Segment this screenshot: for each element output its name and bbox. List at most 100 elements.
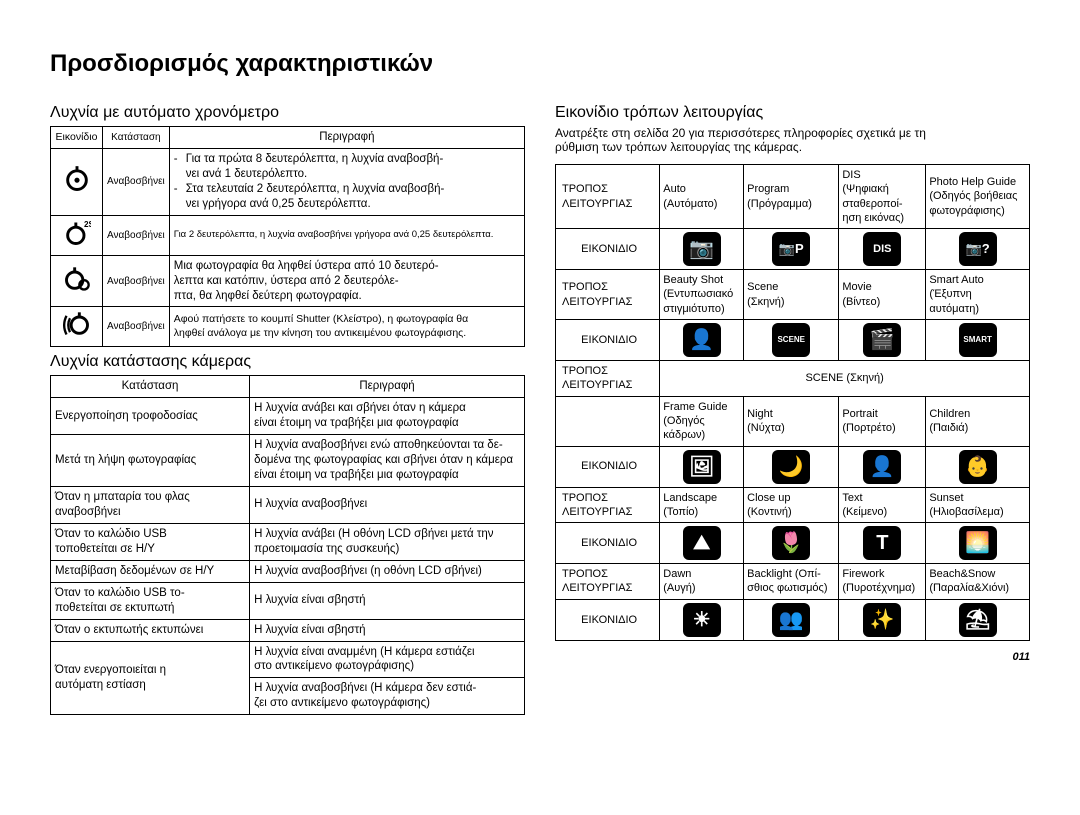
mode-cell: Smart Auto(Έξυπνηαυτόματη) xyxy=(926,270,1030,320)
mode-cell: Photo Help Guide(Οδηγός βοήθειαςφωτογράφ… xyxy=(926,165,1030,229)
table-row: Ενεργοποίηση τροφοδοσίας Η λυχνία ανάβει… xyxy=(51,398,525,435)
mode-icon-cell: 🖼 xyxy=(660,446,744,487)
timer-icon: 2S xyxy=(51,215,103,255)
mode-cell: Beauty Shot(Εντυπωσιακόστιγμιότυπο) xyxy=(660,270,744,320)
closeup-icon: 🌷 xyxy=(772,526,810,560)
page-title: Προσδιορισμός χαρακτηριστικών xyxy=(50,50,1030,78)
mode-cell: Portrait(Πορτρέτο) xyxy=(839,396,926,446)
cell-desc: Η λυχνία αναβοσβήνει (Η κάμερα δεν εστιά… xyxy=(250,678,525,715)
row-label: ΤΡΟΠΟΣΛΕΙΤΟΥΡΓΙΑΣ xyxy=(556,487,660,523)
status-heading: Λυχνία κατάστασης κάμερας xyxy=(50,353,525,371)
backlight-icon: 👥 xyxy=(772,603,810,637)
mode-cell: Dawn(Αυγή) xyxy=(660,564,744,600)
mode-cell: Landscape(Τοπίο) xyxy=(660,487,744,523)
mode-icon-cell: 📷? xyxy=(926,229,1030,270)
mode-icon-row: ΕΙΚΟΝΙΔΙΟ 👤 SCENE 🎬 SMART xyxy=(556,320,1030,361)
mode-icon-cell: 🎬 xyxy=(839,320,926,361)
timer-icon xyxy=(51,255,103,307)
mode-icon-row: ΕΙΚΟΝΙΔΙΟ 🖼 🌙 👤 👶 xyxy=(556,446,1030,487)
cell-state: Όταν το καλώδιο USB το-ποθετείται σε εκτ… xyxy=(51,582,250,619)
mode-cell: Movie(Βίντεο) xyxy=(839,270,926,320)
mode-icon-cell: 🌙 xyxy=(744,446,839,487)
row-label: ΕΙΚΟΝΙΔΙΟ xyxy=(556,229,660,270)
row-label: ΤΡΟΠΟΣΛΕΙΤΟΥΡΓΙΑΣ xyxy=(556,361,660,397)
cell-state: Όταν η μπαταρία του φλας αναβοσβήνει xyxy=(51,487,250,524)
timer-table: Εικονίδιο Κατάσταση Περιγραφή Αναβοσβήνε… xyxy=(50,126,525,347)
cell-desc: Η λυχνία ανάβει (Η οθόνη LCD σβήνει μετά… xyxy=(250,523,525,560)
cell-desc: Η λυχνία αναβοσβήνει xyxy=(250,487,525,524)
mode-cell: Sunset(Ηλιοβασίλεμα) xyxy=(926,487,1030,523)
mode-cell: Program(Πρόγραμμα) xyxy=(744,165,839,229)
timer-desc: -Για τα πρώτα 8 δευτερόλεπτα, η λυχνία α… xyxy=(169,148,524,215)
mode-icon-row: ΕΙΚΟΝΙΔΙΟ 📷 📷P DIS 📷? xyxy=(556,229,1030,270)
th-icon: Εικονίδιο xyxy=(51,127,103,149)
table-row: Όταν ο εκτυπωτής εκτυπώνει Η λυχνία είνα… xyxy=(51,619,525,641)
mode-icon-cell: 🌅 xyxy=(926,523,1030,564)
mode-icon-cell: SMART xyxy=(926,320,1030,361)
mode-icon-cell: 👤 xyxy=(839,446,926,487)
cell-state: Όταν το καλώδιο USBτοποθετείται σε Η/Υ xyxy=(51,523,250,560)
modes-heading: Εικονίδιο τρόπων λειτουργίας xyxy=(555,104,1030,122)
blank xyxy=(556,396,660,446)
row-label: ΤΡΟΠΟΣΛΕΙΤΟΥΡΓΙΑΣ xyxy=(556,564,660,600)
two-column-layout: Λυχνία με αυτόματο χρονόμετρο Εικονίδιο … xyxy=(50,98,1030,715)
th-state: Κατάσταση xyxy=(51,376,250,398)
camera-icon: 📷 xyxy=(683,232,721,266)
status-header-row: Κατάσταση Περιγραφή xyxy=(51,376,525,398)
timer-header-row: Εικονίδιο Κατάσταση Περιγραφή xyxy=(51,127,525,149)
mode-cell: Frame Guide(Οδηγόςκάδρων) xyxy=(660,396,744,446)
modes-intro: Ανατρέξτε στη σελίδα 20 για περισσότερες… xyxy=(555,126,1030,154)
mode-icon-row: ΕΙΚΟΝΙΔΙΟ ⛰ 🌷 T 🌅 xyxy=(556,523,1030,564)
mode-cell: Text(Κείμενο) xyxy=(839,487,926,523)
timer-state: Αναβοσβήνει xyxy=(103,148,170,215)
row-label: ΕΙΚΟΝΙΔΙΟ xyxy=(556,320,660,361)
cell-desc: Η λυχνία είναι σβηστή xyxy=(250,619,525,641)
cell-state: Όταν ο εκτυπωτής εκτυπώνει xyxy=(51,619,250,641)
timer-state: Αναβοσβήνει xyxy=(103,215,170,255)
mode-cell: Night(Νύχτα) xyxy=(744,396,839,446)
th-desc: Περιγραφή xyxy=(169,127,524,149)
table-row: Όταν ενεργοποιείται ηαυτόματη εστίαση Η … xyxy=(51,641,525,678)
beauty-icon: 👤 xyxy=(683,323,721,357)
timer-state: Αναβοσβήνει xyxy=(103,307,170,347)
timer-desc: Μια φωτογραφία θα ληφθεί ύστερα από 10 δ… xyxy=(169,255,524,307)
cell-desc: Η λυχνία αναβοσβήνει ενώ αποθηκεύονται τ… xyxy=(250,435,525,487)
row-label: ΤΡΟΠΟΣΛΕΙΤΟΥΡΓΙΑΣ xyxy=(556,165,660,229)
timer-heading: Λυχνία με αυτόματο χρονόμετρο xyxy=(50,104,525,122)
svg-text:2S: 2S xyxy=(84,220,91,229)
timer-desc: Αφού πατήσετε το κουμπί Shutter (Κλείστρ… xyxy=(169,307,524,347)
camera-p-icon: 📷P xyxy=(772,232,810,266)
table-row: Όταν το καλώδιο USBτοποθετείται σε Η/Υ Η… xyxy=(51,523,525,560)
cell-desc: Η λυχνία είναι σβηστή xyxy=(250,582,525,619)
timer-icon xyxy=(51,148,103,215)
help-icon: 📷? xyxy=(959,232,997,266)
mode-icon-cell: 👤 xyxy=(660,320,744,361)
mode-cell: Auto(Αυτόματο) xyxy=(660,165,744,229)
frame-icon: 🖼 xyxy=(683,450,721,484)
mode-label-row: ΤΡΟΠΟΣΛΕΙΤΟΥΡΓΙΑΣ Beauty Shot(Εντυπωσιακ… xyxy=(556,270,1030,320)
dis-icon: DIS xyxy=(863,232,901,266)
cell-state: Μεταβίβαση δεδομένων σε Η/Υ xyxy=(51,560,250,582)
mode-icon-cell: ⛰ xyxy=(660,523,744,564)
landscape-icon: ⛰ xyxy=(683,526,721,560)
cell-state: Όταν ενεργοποιείται ηαυτόματη εστίαση xyxy=(51,641,250,715)
timer-desc: Για 2 δευτερόλεπτα, η λυχνία αναβοσβήνει… xyxy=(169,215,524,255)
cell-desc: Η λυχνία αναβοσβήνει (η οθόνη LCD σβήνει… xyxy=(250,560,525,582)
cell-state: Ενεργοποίηση τροφοδοσίας xyxy=(51,398,250,435)
sunset-icon: 🌅 xyxy=(959,526,997,560)
th-desc: Περιγραφή xyxy=(250,376,525,398)
mode-icon-cell: T xyxy=(839,523,926,564)
timer-row: Αναβοσβήνει Μια φωτογραφία θα ληφθεί ύστ… xyxy=(51,255,525,307)
row-label: ΕΙΚΟΝΙΔΙΟ xyxy=(556,446,660,487)
table-row: Μεταβίβαση δεδομένων σε Η/Υ Η λυχνία ανα… xyxy=(51,560,525,582)
scene-header-row: ΤΡΟΠΟΣΛΕΙΤΟΥΡΓΙΑΣ SCENE (Σκηνή) xyxy=(556,361,1030,397)
mode-label-row: ΤΡΟΠΟΣΛΕΙΤΟΥΡΓΙΑΣ Auto(Αυτόματο) Program… xyxy=(556,165,1030,229)
modes-table: ΤΡΟΠΟΣΛΕΙΤΟΥΡΓΙΑΣ Auto(Αυτόματο) Program… xyxy=(555,164,1030,641)
night-icon: 🌙 xyxy=(772,450,810,484)
mode-icon-cell: 👥 xyxy=(744,599,839,640)
table-row: Μετά τη λήψη φωτογραφίας Η λυχνία αναβοσ… xyxy=(51,435,525,487)
status-table: Κατάσταση Περιγραφή Ενεργοποίηση τροφοδο… xyxy=(50,375,525,715)
mode-icon-cell: 📷 xyxy=(660,229,744,270)
mode-label-row: ΤΡΟΠΟΣΛΕΙΤΟΥΡΓΙΑΣ Dawn(Αυγή) Backlight (… xyxy=(556,564,1030,600)
th-state: Κατάσταση xyxy=(103,127,170,149)
